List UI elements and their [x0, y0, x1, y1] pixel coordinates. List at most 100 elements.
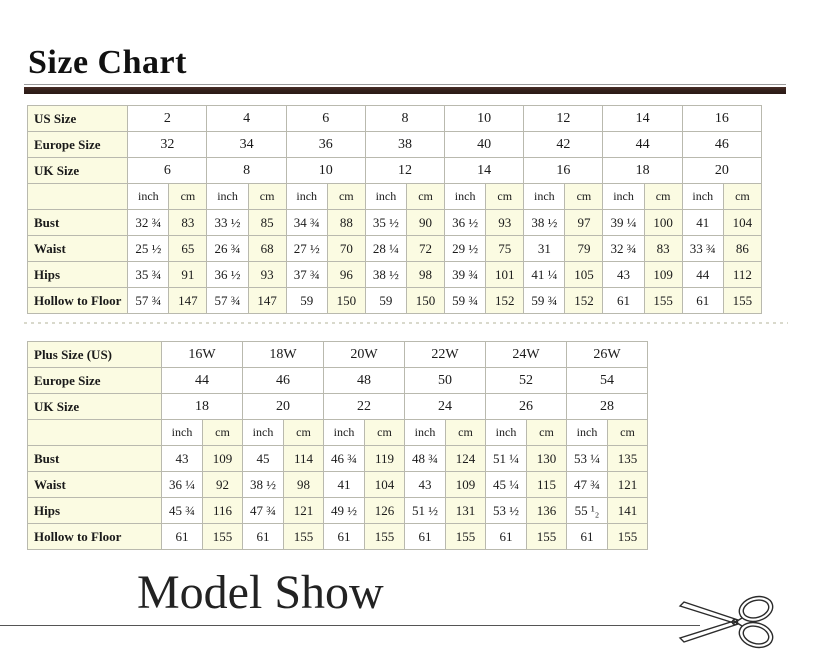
size-cell: 44 — [602, 131, 683, 158]
unit-cell: cm — [405, 183, 446, 210]
measure-cm-cell: 109 — [445, 471, 486, 498]
title-rule — [24, 84, 786, 94]
unit-cell: cm — [643, 183, 683, 210]
size-cell: 48 — [323, 367, 405, 394]
size-cell: 26W — [566, 341, 648, 368]
measure-cm-cell: 70 — [326, 235, 366, 262]
unit-cell: inch — [323, 419, 365, 446]
measure-inch-cell: 47 ¾ — [566, 471, 608, 498]
measure-inch-cell: 61 — [566, 523, 608, 550]
table-row: Waist 36 ¼ 92 38 ½ 98 41 104 43 109 45 ¼ 115 47 ¾ 12… — [27, 471, 648, 498]
size-cell: 24W — [485, 341, 567, 368]
size-cell: 44 — [161, 367, 243, 394]
size-cell: 20 — [681, 157, 763, 184]
footer-title: Model Show — [137, 566, 384, 619]
row-label: UK Size — [27, 393, 162, 420]
measure-inch-cell: 36 ¼ — [161, 471, 203, 498]
size-cell: 14 — [444, 157, 525, 184]
measure-cm-cell: 114 — [283, 445, 324, 472]
measure-inch-cell: 53 ½ — [485, 497, 527, 524]
unit-cell: cm — [445, 419, 486, 446]
measure-cm-cell: 147 — [247, 287, 287, 314]
dotted-divider — [24, 322, 788, 324]
measure-inch-cell: 59 ¾ — [523, 287, 566, 314]
table-row: Waist 25 ½ 65 26 ¾ 68 27 ½ 70 28 ¼ 72 29 ½ 75 31 79 3… — [26, 235, 763, 262]
unit-cell: cm — [283, 419, 324, 446]
unit-cell: inch — [285, 183, 328, 210]
measure-cm-cell: 83 — [643, 235, 683, 262]
size-cell: 6 — [127, 157, 208, 184]
table-row: US Size 2 4 6 8 10 12 14 16 — [26, 105, 763, 132]
table-row: Bust 32 ¾ 83 33 ½ 85 34 ¾ 88 35 ½ 90 36 ½ 93 38 ½ 97… — [26, 209, 763, 236]
row-label: Waist — [27, 471, 162, 498]
measure-inch-cell: 39 ¾ — [444, 261, 487, 288]
unit-cell: inch — [206, 183, 249, 210]
measure-inch-cell: 31 — [523, 235, 566, 262]
row-label: Europe Size — [27, 367, 162, 394]
measure-inch-cell: 25 ½ — [127, 235, 170, 262]
measure-inch-cell: 61 — [602, 287, 645, 314]
measure-inch-cell: 45 ¾ — [161, 497, 203, 524]
measure-inch-cell: 38 ½ — [364, 261, 407, 288]
unit-cell: cm — [564, 183, 604, 210]
measure-cm-cell: 90 — [405, 209, 446, 236]
title-rule-thin — [24, 84, 786, 85]
size-cell: 16 — [523, 157, 604, 184]
measure-cm-cell: 155 — [202, 523, 243, 550]
measure-cm-cell: 152 — [564, 287, 604, 314]
measure-cm-cell: 155 — [607, 523, 648, 550]
measure-inch-cell: 38 ½ — [242, 471, 284, 498]
unit-cell: cm — [168, 183, 208, 210]
scissors-icon — [672, 580, 792, 650]
measure-cm-cell: 115 — [526, 471, 567, 498]
size-cell: 18W — [242, 341, 324, 368]
size-cell: 24 — [404, 393, 486, 420]
table-row: Europe Size 44 46 48 50 52 54 — [27, 367, 648, 394]
size-cell: 4 — [206, 105, 287, 132]
measure-inch-cell: 36 ½ — [444, 209, 487, 236]
measure-cm-cell: 116 — [202, 497, 243, 524]
size-cell: 46 — [242, 367, 324, 394]
unit-cell: inch — [566, 419, 608, 446]
measure-cm-cell: 121 — [283, 497, 324, 524]
measure-inch-cell: 59 — [285, 287, 328, 314]
measure-inch-cell: 41 — [681, 209, 724, 236]
measure-inch-cell: 29 ½ — [444, 235, 487, 262]
table-row: Europe Size 32 34 36 38 40 42 44 46 — [26, 131, 763, 158]
measure-inch-cell: 32 ¾ — [127, 209, 170, 236]
measure-cm-cell: 109 — [202, 445, 243, 472]
size-cell: 10 — [444, 105, 525, 132]
size-cell: 26 — [485, 393, 567, 420]
size-cell: 16W — [161, 341, 243, 368]
measure-inch-cell: 57 ¾ — [206, 287, 249, 314]
measure-cm-cell: 86 — [722, 235, 763, 262]
row-label: US Size — [26, 105, 129, 132]
measure-cm-cell: 141 — [607, 497, 648, 524]
measure-cm-cell: 155 — [445, 523, 486, 550]
measure-inch-cell: 41 ¼ — [523, 261, 566, 288]
size-cell: 20 — [242, 393, 324, 420]
measure-inch-cell: 34 ¾ — [285, 209, 328, 236]
measure-cm-cell: 155 — [526, 523, 567, 550]
measure-inch-cell: 49 ½ — [323, 497, 365, 524]
table-row: Hips 45 ¾ 116 47 ¾ 121 49 ½ 126 51 ½ 131 53 ½ 136 5… — [27, 497, 648, 524]
plus-size-table: Plus Size (US) 16W 18W 20W 22W 24W 26W Europe S… — [27, 341, 648, 550]
measure-cm-cell: 155 — [722, 287, 763, 314]
cut-line — [0, 625, 700, 626]
page-title: Size Chart — [28, 44, 187, 81]
measure-inch-cell: 57 ¾ — [127, 287, 170, 314]
size-cell: 52 — [485, 367, 567, 394]
table-row: Plus Size (US) 16W 18W 20W 22W 24W 26W — [27, 341, 648, 368]
measure-inch-cell: 47 ¾ — [242, 497, 284, 524]
measure-cm-cell: 104 — [364, 471, 405, 498]
measure-cm-cell: 150 — [405, 287, 446, 314]
unit-cell: cm — [247, 183, 287, 210]
measure-inch-cell: 41 — [323, 471, 365, 498]
unit-cell: cm — [485, 183, 525, 210]
measure-cm-cell: 72 — [405, 235, 446, 262]
table-row-units: inch cm inch cm inch cm inch cm inch cm inch cm inch… — [26, 183, 763, 210]
measure-cm-cell: 91 — [168, 261, 208, 288]
row-label: Bust — [27, 445, 162, 472]
row-label: Hips — [27, 497, 162, 524]
